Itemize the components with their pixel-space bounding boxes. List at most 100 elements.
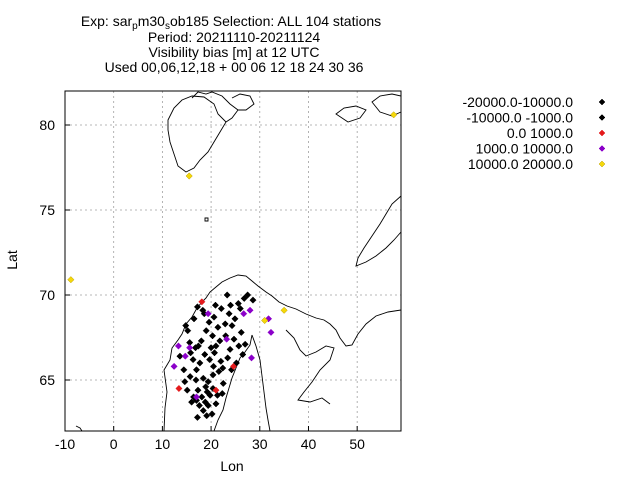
- data-point: [280, 306, 288, 314]
- x-tick-label: 10: [155, 436, 171, 452]
- title-prefix: Exp: sar: [81, 13, 133, 29]
- data-point: [184, 327, 192, 335]
- plot-frame: [64, 90, 402, 432]
- legend-label: 1000.0 10000.0: [476, 141, 574, 157]
- data-point: [241, 340, 249, 348]
- data-point: [267, 328, 275, 336]
- coastline-white-sea: [285, 329, 335, 405]
- x-tick-label: 30: [252, 436, 268, 452]
- data-point: [214, 323, 222, 331]
- data-point: [212, 400, 220, 408]
- data-point: [224, 354, 232, 362]
- data-point: [210, 349, 219, 357]
- legend-marker: [598, 98, 606, 106]
- data-point: [226, 345, 234, 353]
- data-point: [217, 305, 225, 313]
- data-point: [209, 371, 217, 379]
- data-point: [247, 354, 256, 362]
- data-point: [235, 342, 243, 350]
- data-point: [181, 352, 189, 360]
- data-point: [181, 378, 189, 386]
- data-points: [67, 111, 398, 421]
- coastline-svalbard: [167, 95, 227, 173]
- data-point: [208, 410, 216, 418]
- data-point: [191, 344, 200, 352]
- data-point: [231, 315, 239, 323]
- y-tick-label: 70: [39, 287, 55, 303]
- title-line-2: Period: 20211110-20211124: [148, 29, 321, 45]
- data-point: [230, 335, 238, 343]
- data-point: [185, 172, 193, 180]
- coastline-nordaustlandet: [231, 93, 255, 111]
- x-tick-label: 50: [349, 436, 365, 452]
- data-point: [390, 111, 398, 119]
- data-point: [201, 350, 209, 359]
- title-sub1: p: [132, 21, 138, 32]
- data-point: [204, 378, 212, 386]
- legend-marker: [598, 145, 606, 152]
- coastline-map: [75, 91, 402, 432]
- legend-marker: [598, 114, 606, 121]
- coastline-svalbard-north: [191, 91, 239, 123]
- data-point: [193, 413, 202, 421]
- x-tick-label: 20: [203, 436, 219, 452]
- data-point: [228, 322, 236, 330]
- data-point: [190, 315, 198, 323]
- y-axis-label: Lat: [4, 250, 20, 270]
- data-point: [211, 301, 220, 309]
- data-point: [206, 356, 214, 364]
- coastline-finland: [251, 334, 271, 432]
- y-tick-label: 80: [39, 117, 55, 133]
- coastline-bothnia: [213, 334, 253, 432]
- data-point: [192, 366, 201, 374]
- data-point: [261, 316, 269, 325]
- data-point: [195, 401, 203, 410]
- data-point: [221, 320, 229, 328]
- data-point: [223, 291, 231, 299]
- grid: [64, 90, 402, 432]
- x-tick-label: 40: [301, 436, 317, 452]
- data-point: [170, 362, 178, 370]
- data-point: [212, 386, 220, 394]
- title-suffix: ob185 Selection: ALL 104 stations: [170, 13, 381, 29]
- data-point: [215, 367, 223, 376]
- data-point: [192, 393, 201, 401]
- chart-title: Exp: sarpm30sob185 Selection: ALL 104 st…: [81, 13, 381, 75]
- data-point: [186, 344, 194, 352]
- data-point: [219, 364, 227, 372]
- y-tick-label: 75: [39, 202, 55, 218]
- data-point: [193, 303, 202, 311]
- data-point: [203, 412, 211, 420]
- data-point: [209, 384, 217, 393]
- title-sub2: s: [165, 21, 170, 32]
- data-point: [176, 352, 184, 360]
- x-axis-label: Lon: [220, 458, 243, 474]
- data-point: [174, 342, 183, 350]
- data-point: [205, 318, 213, 326]
- data-point: [197, 337, 205, 345]
- legend-label: -10000.0 -1000.0: [466, 110, 573, 126]
- data-point: [223, 335, 231, 343]
- title-line-1: Exp: sarpm30sob185 Selection: ALL 104 st…: [81, 13, 381, 32]
- x-tick-label: 0: [110, 436, 118, 452]
- data-point: [175, 384, 183, 393]
- data-point: [67, 276, 75, 284]
- title-line-4: Used 00,06,12,18 + 00 06 12 18 24 30 36: [105, 59, 364, 75]
- data-point: [210, 313, 218, 321]
- coastline-bear-island: [204, 217, 209, 222]
- data-point: [182, 322, 190, 330]
- coastline-franz-josef: [335, 105, 367, 123]
- data-point: [183, 386, 191, 394]
- data-point: [180, 366, 188, 374]
- data-point: [216, 337, 224, 345]
- data-point: [196, 359, 204, 367]
- data-point: [246, 306, 254, 314]
- data-point: [199, 407, 207, 415]
- data-point: [187, 349, 195, 357]
- data-point: [203, 388, 211, 396]
- data-point: [240, 310, 248, 318]
- data-point: [194, 342, 202, 350]
- data-point: [225, 310, 233, 318]
- data-point: [239, 350, 247, 359]
